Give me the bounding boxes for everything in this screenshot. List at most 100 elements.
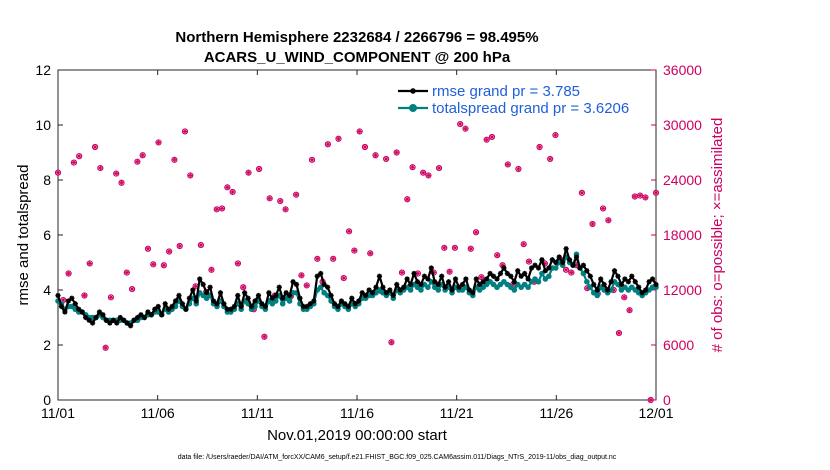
rmse-point <box>331 301 338 307</box>
rmse-point <box>266 290 272 296</box>
obs-assimilated-marker <box>426 173 431 178</box>
totalspread-point <box>546 273 552 280</box>
rmse-point <box>311 298 317 304</box>
obs-assimilated-marker <box>568 270 574 275</box>
rmse-point <box>166 306 172 312</box>
rmse-point <box>401 284 407 290</box>
totalspread-point <box>528 278 535 285</box>
obs-assimilated-marker <box>293 192 299 198</box>
rmse-point <box>252 298 258 304</box>
obs-assimilated-marker <box>653 190 659 196</box>
rmse-point <box>138 312 144 318</box>
rmse-point <box>608 279 614 285</box>
obs-assimilated-marker <box>330 256 336 262</box>
obs-possible-marker <box>229 188 236 196</box>
x-tick-label: 12/01 <box>638 405 673 421</box>
obs-assimilated-marker <box>600 206 606 211</box>
chart-title: Northern Hemisphere 2232684 / 2266796 = … <box>175 29 538 46</box>
rmse-point <box>515 268 521 274</box>
obs-assimilated-marker <box>468 246 474 252</box>
rmse-point <box>76 306 82 312</box>
obs-possible-marker <box>552 131 559 139</box>
rmse-point <box>83 314 89 321</box>
obs-possible-marker <box>462 125 469 132</box>
obs-possible-marker <box>208 266 215 273</box>
rmse-point <box>352 301 358 307</box>
obs-assimilated-marker <box>193 283 198 289</box>
obs-possible-marker <box>457 120 464 128</box>
totalspread-point <box>494 284 500 291</box>
obs-assimilated-marker <box>478 274 484 280</box>
obs-assimilated-marker <box>198 242 204 248</box>
obs-possible-marker <box>578 189 586 196</box>
obs-assimilated-marker <box>473 229 479 235</box>
obs-assimilated-marker <box>283 206 288 212</box>
totalspread-point <box>501 278 507 285</box>
rmse-point <box>560 259 566 266</box>
obs-possible-marker <box>70 159 77 166</box>
rmse-point <box>262 303 268 310</box>
obs-possible-marker <box>176 242 183 250</box>
rmse-point <box>217 290 224 296</box>
totalspread-point <box>535 278 542 285</box>
rmse-point <box>580 262 587 268</box>
totalspread-point <box>532 276 538 282</box>
rmse-point <box>418 281 424 288</box>
obs-possible-marker <box>335 135 342 142</box>
rmse-point <box>373 284 379 290</box>
obs-assimilated-marker <box>404 196 410 202</box>
obs-possible-marker <box>308 156 316 163</box>
obs-possible-marker <box>261 333 268 340</box>
obs-possible-marker <box>187 172 194 179</box>
rmse-point <box>72 301 78 307</box>
rmse-point <box>338 298 345 304</box>
rmse-point <box>328 292 334 299</box>
obs-assimilated-marker <box>452 245 458 251</box>
obs-assimilated-marker <box>336 136 341 142</box>
obs-assimilated-marker <box>526 259 532 264</box>
rmse-point <box>245 295 251 301</box>
rmse-point <box>439 273 445 279</box>
totalspread-point <box>431 284 438 291</box>
rmse-point <box>390 292 396 299</box>
obs-assimilated-marker <box>383 156 389 162</box>
y-tick-label: 8 <box>43 172 51 188</box>
rmse-point <box>553 259 559 266</box>
rmse-point <box>345 303 351 310</box>
y2-tick-label: 36000 <box>663 62 702 78</box>
obs-assimilated-marker <box>145 246 151 252</box>
obs-assimilated-marker <box>119 180 124 186</box>
rmse-point <box>231 303 237 310</box>
obs-possible-marker <box>298 272 305 279</box>
legend-marker-totalspread <box>409 104 417 112</box>
obs-possible-marker <box>615 329 623 337</box>
y-axis-label: rmse and totalspread <box>15 165 32 306</box>
rmse-point <box>107 320 113 326</box>
obs-assimilated-marker <box>219 206 225 211</box>
rmse-point <box>591 281 597 288</box>
obs-assimilated-marker <box>108 294 114 300</box>
obs-assimilated-marker <box>521 241 527 247</box>
totalspread-point <box>539 270 545 277</box>
legend-entry-rmse: rmse grand pr = 3.785 <box>432 83 580 100</box>
rmse-point <box>629 273 635 279</box>
rmse-point <box>110 317 116 323</box>
obs-possible-marker <box>383 155 390 163</box>
rmse-point <box>200 281 206 288</box>
rmse-point <box>55 292 61 299</box>
obs-possible-marker <box>626 307 633 314</box>
rmse-point <box>528 265 535 271</box>
legend-markers <box>398 88 428 112</box>
obs-assimilated-marker <box>71 160 77 165</box>
totalspread-point <box>542 276 549 282</box>
rmse-point <box>210 298 217 304</box>
totalspread-point <box>459 287 466 293</box>
totalspread-point <box>321 289 327 296</box>
obs-assimilated-marker <box>463 126 468 132</box>
rmse-point <box>114 320 120 326</box>
rmse-point <box>449 287 455 293</box>
obs-assimilated-marker <box>436 165 442 171</box>
rmse-point <box>477 281 483 288</box>
rmse-point <box>632 279 638 285</box>
rmse-point <box>625 279 631 285</box>
